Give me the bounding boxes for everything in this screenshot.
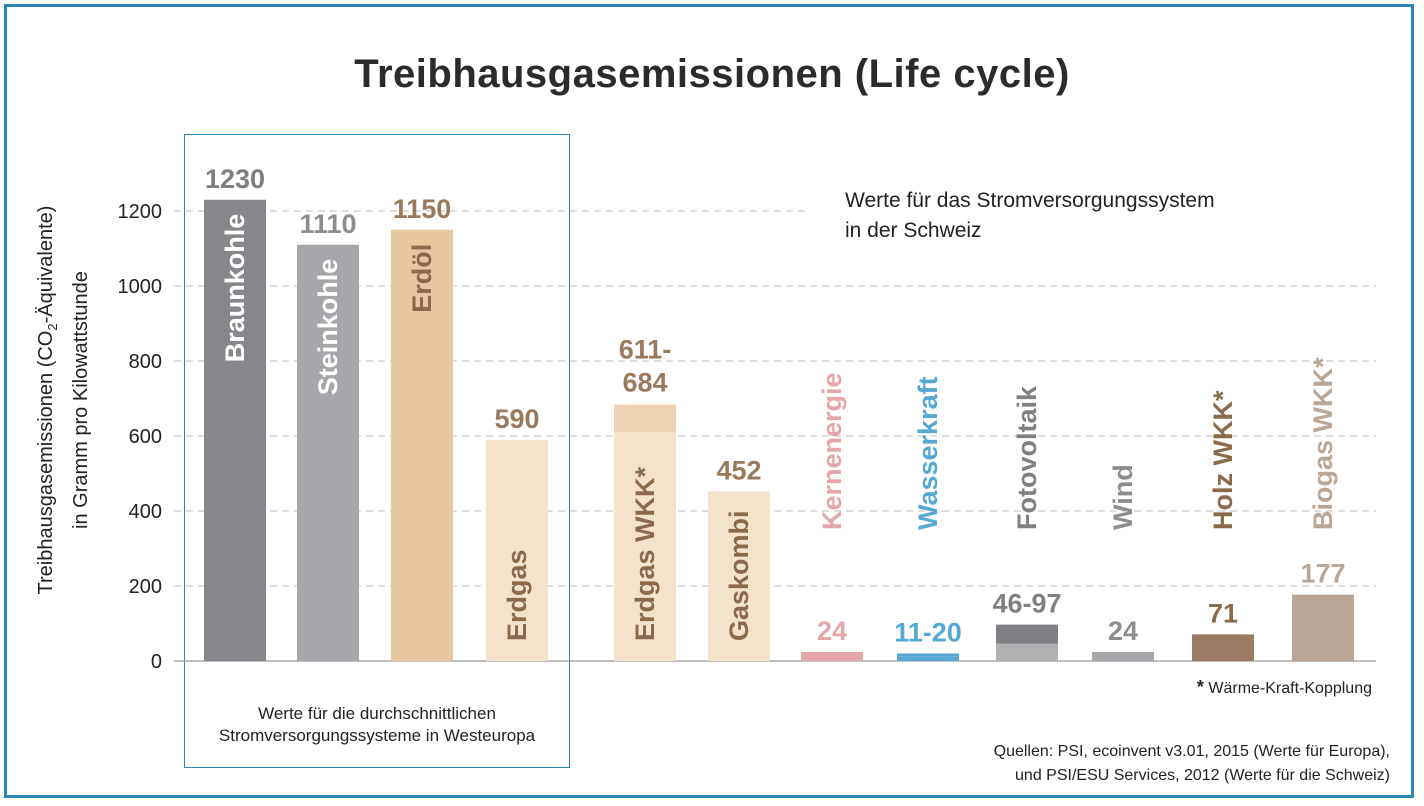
- bar-range-erdgas-wkk: [614, 404, 676, 432]
- data-label-erdgas-wkk: 611-: [619, 335, 672, 365]
- europe-group-box: [184, 134, 570, 768]
- category-label-kernenergie: Kernenergie: [817, 372, 847, 530]
- category-label-erdgas: Erdgas: [502, 549, 532, 641]
- y-axis-label: Treibhausgasemissionen (CO2-Äquivalente)…: [32, 150, 92, 650]
- chart-title: Treibhausgasemissionen (Life cycle): [354, 52, 1070, 96]
- y-axis-label-line2: in Gramm pro Kilowattstunde: [70, 271, 92, 529]
- category-label-steinkohle: Steinkohle: [313, 259, 343, 396]
- data-label-braunkohle: 1230: [205, 164, 265, 194]
- bar-wasserkraft: [897, 656, 959, 661]
- bar-biogas-wkk: [1292, 594, 1354, 661]
- category-label-erdgas-wkk: Erdgas WKK*: [630, 466, 660, 641]
- y-axis-label-line1: Treibhausgasemissionen (CO2-Äquivalente): [35, 205, 60, 595]
- data-label-fotovoltaik: 46-97: [992, 589, 1061, 619]
- bar-range-wasserkraft: [897, 653, 959, 657]
- data-label-kernenergie: 24: [817, 616, 847, 646]
- category-label-erdöl: Erdöl: [407, 244, 437, 313]
- switzerland-caption: Werte für das Stromversorgungssystem in …: [845, 189, 1215, 242]
- category-label-biogas-wkk: Biogas WKK*: [1308, 357, 1338, 530]
- y-tick-label-800: 800: [129, 351, 162, 373]
- europe-caption: Werte für die durchschnittlichen Stromve…: [218, 704, 536, 745]
- footnote: * Wärme-Kraft-Kopplung: [1196, 677, 1372, 697]
- bar-erdöl: [391, 229, 453, 661]
- data-label-wind: 24: [1108, 616, 1138, 646]
- sources-note: Quellen: PSI, ecoinvent v3.01, 2015 (Wer…: [993, 743, 1390, 784]
- data-label-gaskombi: 452: [716, 456, 761, 486]
- y-tick-label-0: 0: [151, 651, 162, 673]
- data-label-biogas-wkk: 177: [1300, 559, 1345, 589]
- category-label-wasserkraft: Wasserkraft: [913, 376, 943, 530]
- bar-wind: [1092, 652, 1154, 661]
- data-label-erdöl: 1150: [393, 194, 452, 224]
- bar-erdgas-wkk: [614, 431, 676, 661]
- bar-fotovoltaik: [996, 643, 1058, 661]
- bar-kernenergie: [801, 652, 863, 661]
- category-label-braunkohle: Braunkohle: [220, 214, 250, 363]
- data-label-erdgas-wkk-line2: 684: [622, 368, 667, 398]
- y-tick-label-1000: 1000: [118, 276, 163, 298]
- y-tick-label-400: 400: [129, 501, 162, 523]
- category-label-gaskombi: Gaskombi: [724, 510, 754, 641]
- data-label-wasserkraft: 11-20: [894, 618, 962, 648]
- y-tick-label-200: 200: [129, 576, 162, 598]
- data-label-erdgas: 590: [494, 404, 539, 434]
- y-tick-label-1200: 1200: [118, 201, 163, 223]
- bar-holz-wkk: [1192, 634, 1254, 661]
- data-label-steinkohle: 1110: [299, 209, 356, 239]
- bar-braunkohle: [204, 199, 266, 661]
- chart-frame: [4, 4, 1414, 798]
- bar-steinkohle: [297, 244, 359, 661]
- category-label-wind: Wind: [1108, 464, 1138, 530]
- bar-erdgas: [486, 439, 548, 661]
- bar-gaskombi: [708, 491, 770, 661]
- category-label-holz-wkk: Holz WKK*: [1208, 390, 1238, 530]
- category-label-fotovoltaik: Fotovoltaik: [1012, 385, 1042, 530]
- y-tick-label-600: 600: [129, 426, 162, 448]
- bar-range-fotovoltaik: [996, 624, 1058, 644]
- data-label-holz-wkk: 71: [1208, 598, 1238, 628]
